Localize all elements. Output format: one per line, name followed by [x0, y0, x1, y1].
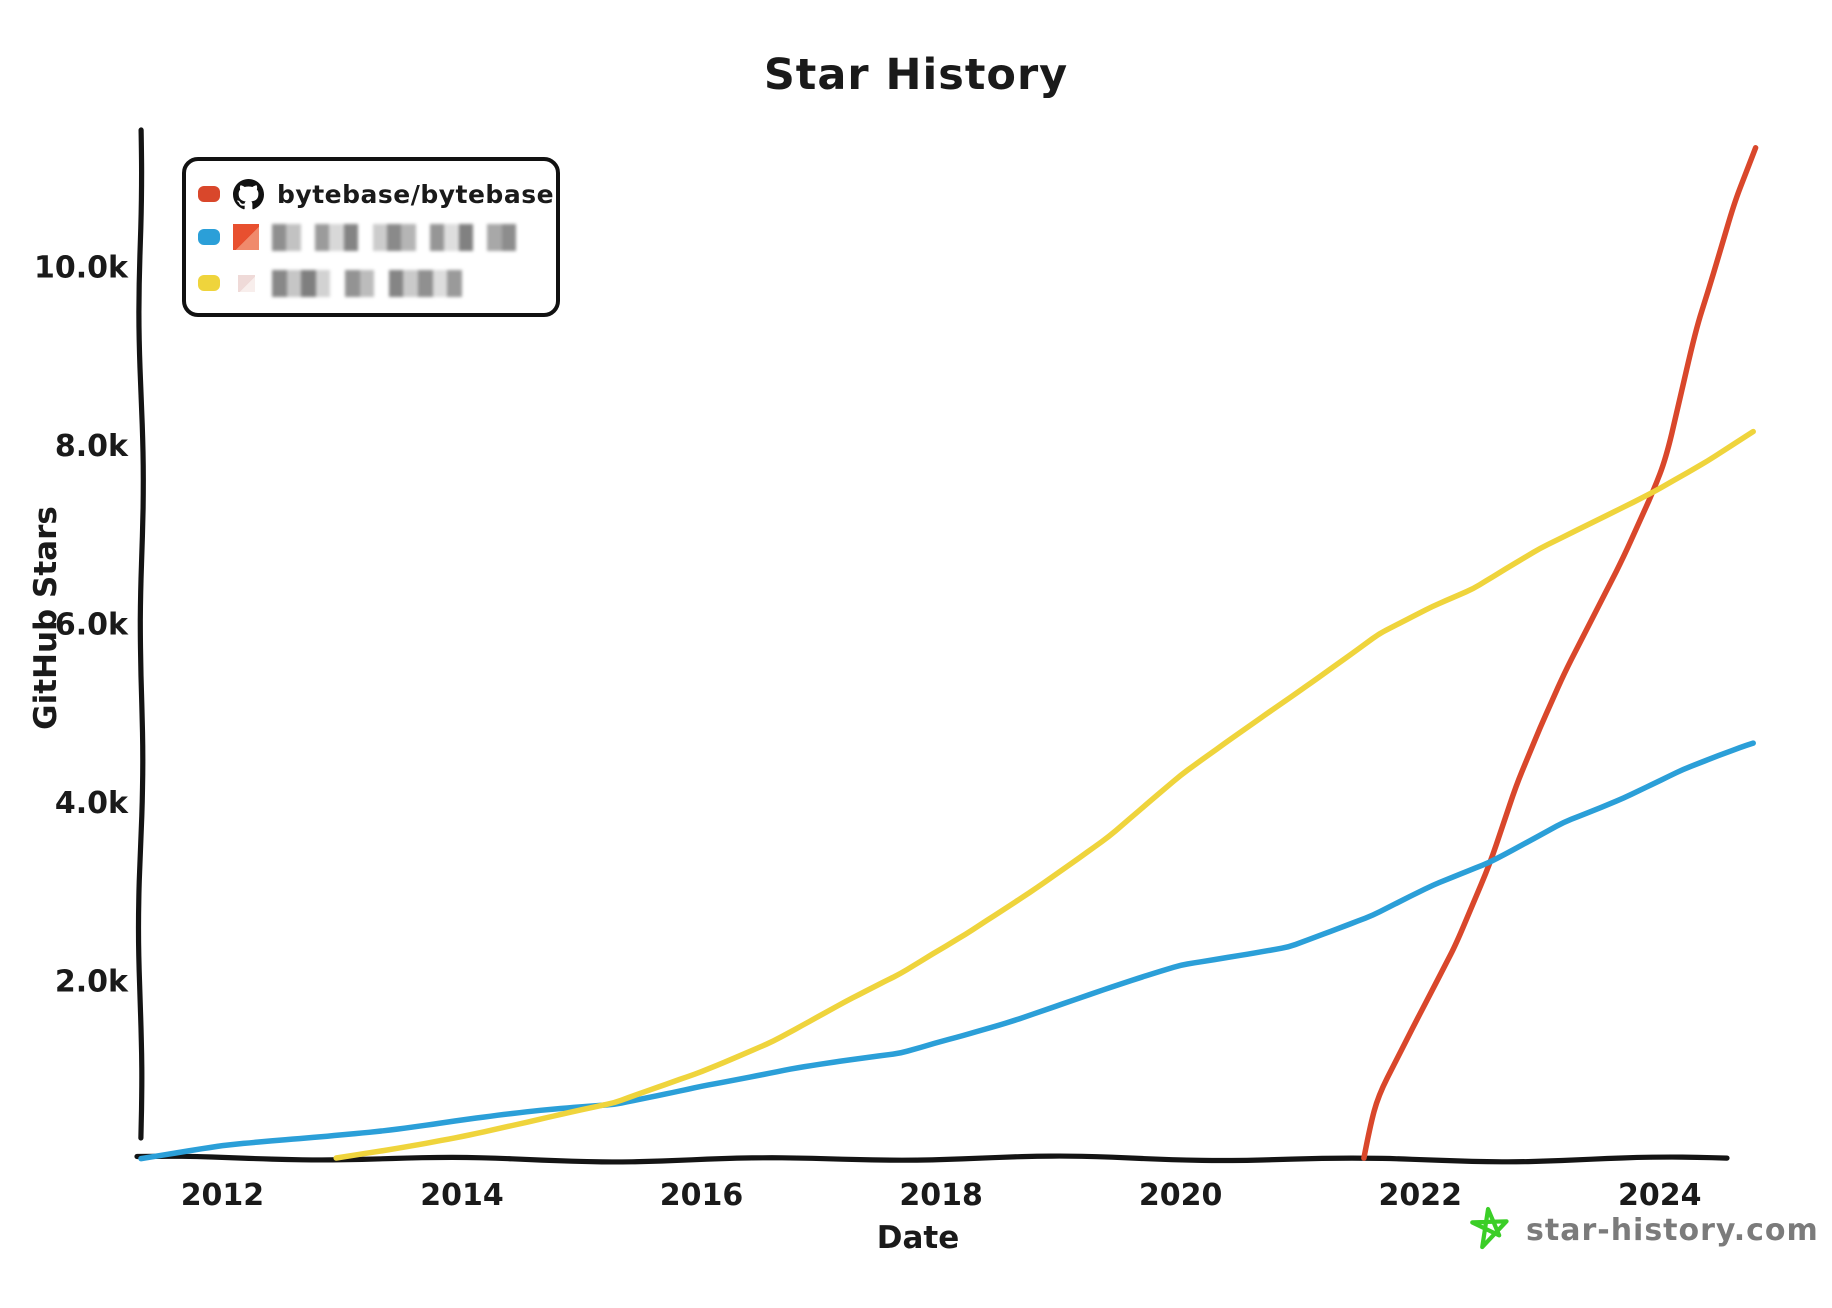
legend-box: bytebase/bytebase: [182, 157, 560, 317]
blur-pixel: [345, 269, 360, 297]
legend-label-bytebase: bytebase/bytebase: [277, 179, 555, 209]
legend-label-blurred-1: [272, 223, 517, 251]
blur-pixel: [501, 223, 517, 251]
blur-pixel: [374, 269, 389, 297]
blur-pixel: [343, 223, 359, 251]
blurred-orange-avatar-icon: [233, 224, 259, 250]
blur-pixel: [403, 269, 419, 297]
blur-pixel: [301, 269, 316, 297]
blur-pixel: [286, 223, 301, 251]
series-line-blurred-2: [333, 428, 1756, 1161]
x-tick-label-2020: 2020: [1139, 1178, 1223, 1213]
legend-item-bytebase: bytebase/bytebase: [198, 173, 554, 215]
x-tick-label-2016: 2016: [660, 1178, 744, 1213]
blur-pixel: [315, 269, 331, 297]
y-tick-label-8.0k: 8.0k: [55, 429, 129, 464]
x-axis-title: Date: [876, 1220, 960, 1256]
x-tick-label-2018: 2018: [899, 1178, 983, 1213]
blur-pixel: [286, 269, 302, 297]
y-tick-label-6.0k: 6.0k: [55, 608, 129, 643]
blur-pixel: [473, 223, 488, 251]
blur-pixel: [458, 223, 474, 251]
blur-pixel: [329, 223, 344, 251]
blur-pixel: [372, 223, 387, 251]
blur-pixel: [358, 223, 373, 251]
blurred-pink-avatar-icon: [238, 274, 255, 292]
site-watermark: star-history.com: [1468, 1205, 1819, 1255]
legend-item-blurred-1: [198, 216, 548, 258]
y-tick-label-10.0k: 10.0k: [34, 251, 129, 286]
legend-label-blurred-2: [272, 269, 462, 297]
x-tick-label-2012: 2012: [181, 1178, 265, 1213]
blur-pixel: [429, 223, 445, 251]
blur-pixel: [330, 269, 346, 297]
legend-item-blurred-2: [198, 262, 548, 304]
blur-pixel: [272, 223, 287, 251]
blur-pixel: [401, 223, 416, 251]
series-line-blurred-1: [138, 740, 1756, 1162]
x-tick-label-2014: 2014: [420, 1178, 504, 1213]
blur-pixel: [300, 223, 316, 251]
y-axis-title: GitHub Stars: [28, 506, 64, 730]
blur-pixel: [447, 269, 462, 297]
blur-pixel: [359, 269, 375, 297]
blur-pixel: [388, 269, 404, 297]
legend-swatch-red: [198, 186, 220, 202]
x-tick-label-2022: 2022: [1378, 1178, 1462, 1213]
star-logo-icon: [1470, 1206, 1509, 1250]
y-tick-label-2.0k: 2.0k: [55, 965, 129, 1000]
blur-pixel: [487, 223, 502, 251]
blur-pixel: [432, 269, 448, 297]
series-line-bytebase/bytebase: [1361, 145, 1759, 1161]
legend-swatch-blue: [198, 229, 220, 245]
chart-title: Star History: [763, 50, 1069, 100]
blur-pixel: [315, 223, 330, 251]
blur-pixel: [272, 269, 287, 297]
y-tick-label-4.0k: 4.0k: [55, 786, 129, 821]
x-axis-line: [134, 1153, 1730, 1165]
legend-swatch-yellow: [198, 275, 220, 291]
github-logo-icon: [233, 178, 264, 209]
x-tick-label-2024: 2024: [1618, 1178, 1702, 1213]
watermark-text: star-history.com: [1526, 1212, 1819, 1248]
blur-pixel: [415, 223, 430, 251]
blur-pixel: [418, 269, 433, 297]
blur-pixel: [444, 223, 459, 251]
blur-pixel: [386, 223, 402, 251]
y-axis-line: [135, 127, 146, 1141]
